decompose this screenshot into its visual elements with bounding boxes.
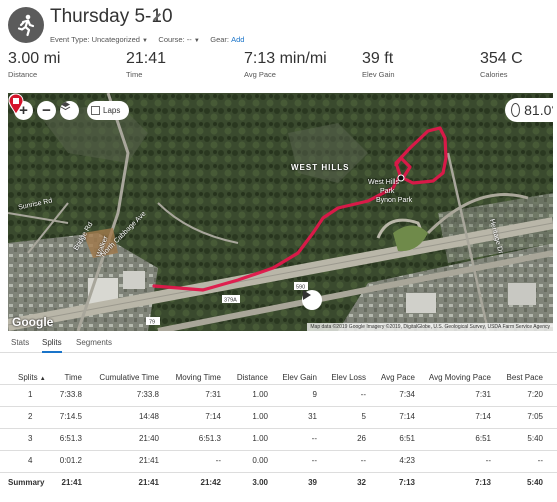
table-row: 2 7:14.5 14:48 7:14 1.00 31 5 7:14 7:14 … bbox=[0, 406, 557, 426]
place-park-name-2: Bynon Park bbox=[376, 197, 413, 204]
stats-bar: 3.00 mi Distance 21:41 Time 7:13 min/mi Avg… bbox=[0, 50, 557, 88]
col-avg-moving-pace[interactable]: Avg Moving Pace bbox=[428, 373, 491, 382]
stat-calories: 354 C Calories bbox=[480, 50, 523, 79]
stat-avg-pace: 7:13 min/mi Avg Pace bbox=[244, 50, 327, 79]
laps-checkbox[interactable] bbox=[91, 106, 100, 115]
table-header: Splits ▲ Time Cumulative Time Moving Tim… bbox=[0, 368, 557, 388]
tab-segments[interactable]: Segments bbox=[76, 338, 113, 347]
table-row: 1 7:33.8 7:33.8 7:31 1.00 9 -- 7:34 7:31… bbox=[0, 384, 557, 404]
map-attribution: Map data ©2019 Google Imagery ©2019, Dig… bbox=[307, 323, 553, 331]
chevron-down-icon: ▼ bbox=[193, 38, 200, 44]
activity-tabs: Stats Splits Segments bbox=[0, 333, 557, 353]
shield-79: 79 bbox=[149, 320, 155, 326]
col-time[interactable]: Time bbox=[64, 373, 82, 382]
event-type-label: Event Type: bbox=[50, 35, 90, 44]
col-splits[interactable]: Splits ▲ bbox=[18, 373, 46, 382]
chevron-down-icon: ▼ bbox=[142, 38, 148, 44]
shield-590: 590 bbox=[296, 285, 305, 291]
satellite-imagery: 590 379A 79 bbox=[8, 93, 553, 331]
shield-379a: 379A bbox=[224, 298, 237, 304]
col-elev-loss[interactable]: Elev Loss bbox=[331, 373, 366, 382]
google-logo: Google bbox=[12, 315, 54, 329]
tab-splits[interactable]: Splits bbox=[42, 338, 62, 353]
place-west-hills: WEST HILLS bbox=[291, 163, 350, 172]
table-row: 4 0:01.2 21:41 -- 0.00 -- -- 4:23 -- -- bbox=[0, 450, 557, 470]
layers-icon[interactable] bbox=[60, 101, 79, 120]
weather-icon bbox=[511, 103, 521, 117]
gear-label: Gear: bbox=[210, 35, 230, 44]
col-distance[interactable]: Distance bbox=[236, 373, 268, 382]
event-type-dropdown[interactable]: Uncategorized ▼ bbox=[91, 35, 148, 44]
col-moving-time[interactable]: Moving Time bbox=[175, 373, 221, 382]
laps-toggle[interactable]: Laps bbox=[87, 101, 129, 120]
course-dropdown[interactable]: -- ▼ bbox=[186, 35, 200, 44]
stat-time: 21:41 Time bbox=[126, 50, 167, 79]
stat-elev-gain: 39 ft Elev Gain bbox=[362, 50, 395, 79]
zoom-out-button[interactable]: − bbox=[37, 101, 56, 120]
finish-pin-icon[interactable] bbox=[8, 93, 24, 115]
table-row: 3 6:51.3 21:40 6:51.3 1.00 -- 26 6:51 6:… bbox=[0, 428, 557, 448]
play-route-button[interactable] bbox=[302, 290, 322, 310]
runner-icon bbox=[8, 7, 44, 43]
gear-add-link[interactable]: Add bbox=[231, 35, 245, 44]
temperature-badge: 81.0° bbox=[505, 98, 553, 122]
activity-meta: Event Type: Uncategorized ▼ Course: -- ▼… bbox=[50, 35, 244, 44]
stat-distance: 3.00 mi Distance bbox=[8, 50, 61, 79]
course-label: Course: bbox=[158, 35, 185, 44]
play-icon bbox=[303, 290, 311, 300]
activity-header: Thursday 5-10 Event Type: Uncategorized … bbox=[0, 0, 557, 48]
sort-asc-icon: ▲ bbox=[39, 376, 46, 382]
laps-label: Laps bbox=[103, 106, 121, 115]
col-avg-pace[interactable]: Avg Pace bbox=[380, 373, 415, 382]
place-park-name-3: Park bbox=[380, 188, 395, 195]
place-park-name-1: West Hills bbox=[368, 179, 399, 186]
pencil-icon[interactable] bbox=[151, 11, 163, 23]
route-line bbox=[152, 126, 448, 292]
col-best-pace[interactable]: Best Pace bbox=[506, 373, 543, 382]
tab-stats[interactable]: Stats bbox=[11, 338, 30, 347]
col-elev-gain[interactable]: Elev Gain bbox=[282, 373, 317, 382]
col-cumulative-time[interactable]: Cumulative Time bbox=[99, 373, 159, 382]
activity-title: Thursday 5-10 bbox=[50, 6, 173, 27]
route-map[interactable]: 590 379A 79 + − Laps 81.0° WEST HILLS We… bbox=[8, 93, 553, 331]
summary-row: Summary 21:41 21:41 21:42 3.00 39 32 7:1… bbox=[0, 472, 557, 492]
